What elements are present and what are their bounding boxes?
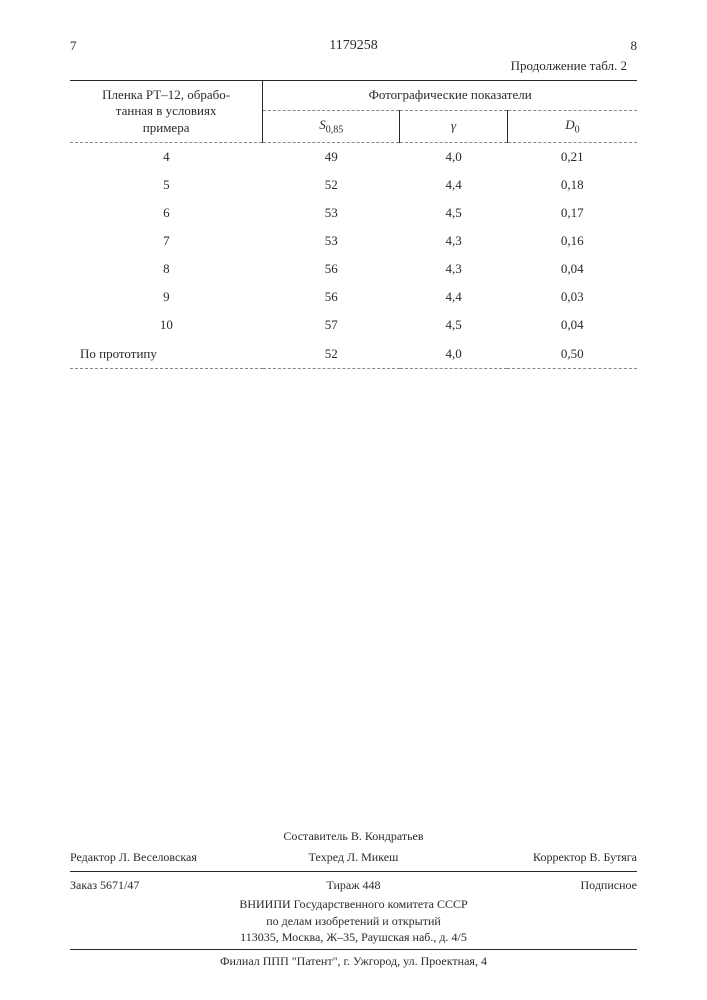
cell-d: 0,04	[507, 255, 637, 283]
imprint-footer: Составитель В. Кондратьев Редактор Л. Ве…	[70, 826, 637, 970]
tech-name: Л. Микеш	[347, 850, 398, 864]
corrector-label: Корректор	[533, 850, 587, 864]
cell-example: 6	[70, 199, 263, 227]
compiler-label: Составитель	[283, 829, 347, 843]
page-header: 7 1179258 8	[70, 38, 637, 54]
table-row: 5524,40,18	[70, 171, 637, 199]
cell-gamma: 4,5	[400, 311, 508, 339]
cell-d: 0,50	[507, 340, 637, 369]
d-symbol: D	[565, 117, 574, 132]
table-header-group: Фотографические показатели	[263, 81, 637, 111]
branch-line: Филиал ППП "Патент", г. Ужгород, ул. Про…	[70, 953, 637, 970]
cell-s: 56	[263, 283, 400, 311]
cell-s: 57	[263, 311, 400, 339]
editor-label: Редактор	[70, 850, 116, 864]
cell-example: 7	[70, 227, 263, 255]
corrector-name: В. Бутяга	[590, 850, 637, 864]
cell-d: 0,16	[507, 227, 637, 255]
cell-example: 5	[70, 171, 263, 199]
cell-example: 10	[70, 311, 263, 339]
compiler-name: В. Кондратьев	[351, 829, 424, 843]
page-number-right: 8	[631, 38, 638, 54]
cell-s: 52	[263, 340, 400, 369]
cell-d: 0,18	[507, 171, 637, 199]
circulation-value: 448	[363, 878, 381, 892]
gamma-symbol: γ	[451, 118, 456, 133]
cell-example: По прототипу	[70, 340, 263, 369]
table-row: 4494,00,21	[70, 142, 637, 171]
header-left-line1: Пленка РТ–12, обрабо-	[102, 87, 230, 102]
editor-name: Л. Веселовская	[119, 850, 197, 864]
cell-d: 0,21	[507, 142, 637, 171]
cell-s: 52	[263, 171, 400, 199]
table-header-s: S0,85	[263, 110, 400, 142]
header-left-line3: примера	[143, 120, 190, 135]
order-number: Заказ 5671/47	[70, 877, 240, 894]
circulation-label: Тираж	[326, 878, 359, 892]
org-line-2: по делам изобретений и открытий	[70, 913, 637, 930]
cell-example: 9	[70, 283, 263, 311]
data-table: Пленка РТ–12, обрабо- танная в условиях …	[70, 80, 637, 368]
cell-gamma: 4,5	[400, 199, 508, 227]
cell-example: 8	[70, 255, 263, 283]
cell-example: 4	[70, 142, 263, 171]
cell-gamma: 4,0	[400, 142, 508, 171]
continuation-label: Продолжение табл. 2	[70, 58, 637, 74]
tech-label: Техред	[309, 850, 344, 864]
table-row: 8564,30,04	[70, 255, 637, 283]
cell-gamma: 4,3	[400, 227, 508, 255]
table-row: 6534,50,17	[70, 199, 637, 227]
cell-s: 53	[263, 227, 400, 255]
cell-gamma: 4,0	[400, 340, 508, 369]
cell-d: 0,17	[507, 199, 637, 227]
cell-gamma: 4,4	[400, 171, 508, 199]
document-number: 1179258	[77, 38, 631, 54]
header-left-line2: танная в условиях	[116, 103, 217, 118]
subscription-label: Подписное	[467, 877, 637, 894]
org-line-1: ВНИИПИ Государственного комитета СССР	[70, 896, 637, 913]
table-row: 7534,30,16	[70, 227, 637, 255]
cell-s: 56	[263, 255, 400, 283]
table-header-gamma: γ	[400, 110, 508, 142]
cell-d: 0,03	[507, 283, 637, 311]
table-header-left: Пленка РТ–12, обрабо- танная в условиях …	[70, 81, 263, 143]
s-subscript: 0,85	[326, 124, 344, 135]
cell-d: 0,04	[507, 311, 637, 339]
table-header-d: D0	[507, 110, 637, 142]
cell-gamma: 4,4	[400, 283, 508, 311]
cell-s: 49	[263, 142, 400, 171]
table-row: 9564,40,03	[70, 283, 637, 311]
d-subscript: 0	[575, 124, 580, 135]
cell-gamma: 4,3	[400, 255, 508, 283]
org-address: 113035, Москва, Ж–35, Раушская наб., д. …	[70, 929, 637, 946]
table-row: 10574,50,04	[70, 311, 637, 339]
cell-s: 53	[263, 199, 400, 227]
table-row: По прототипу524,00,50	[70, 340, 637, 369]
